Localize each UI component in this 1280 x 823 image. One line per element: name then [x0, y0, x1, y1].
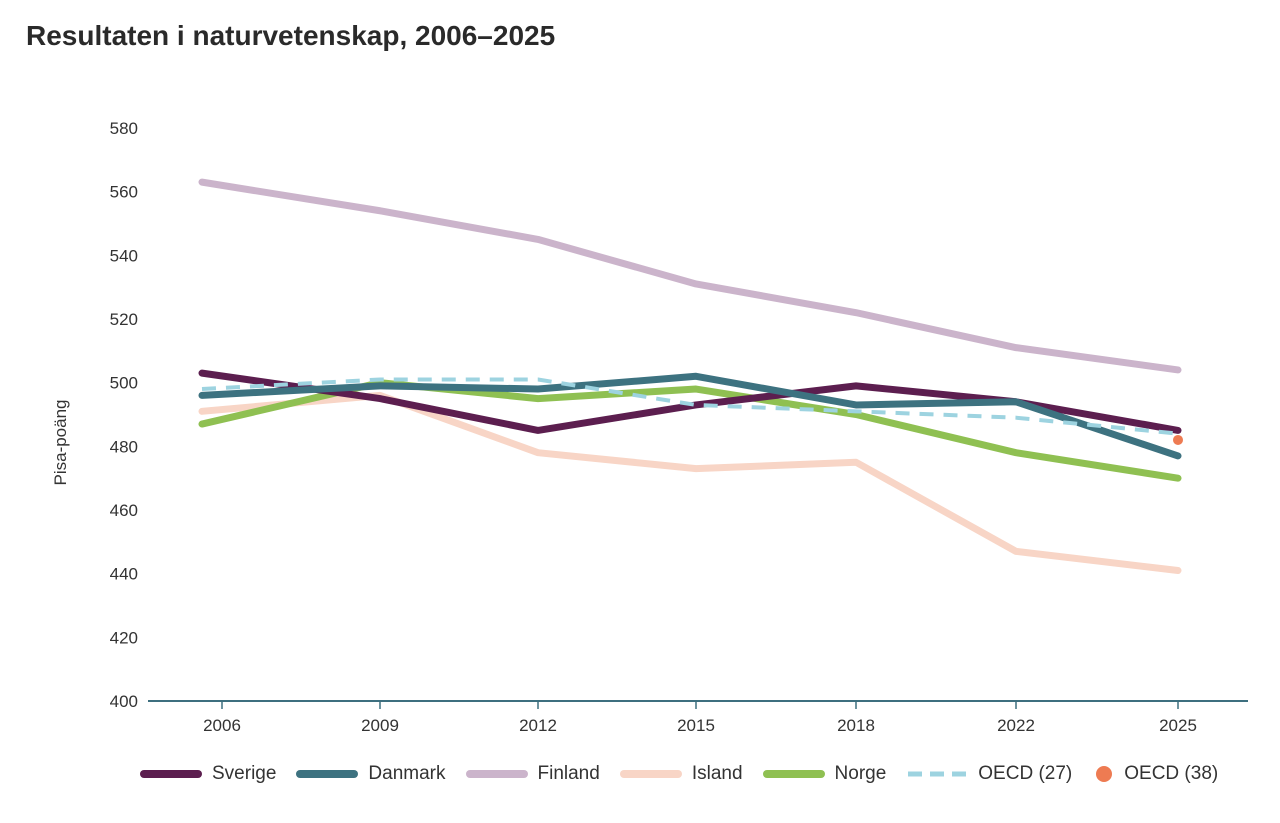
- y-axis-title: Pisa-poäng: [51, 399, 70, 485]
- legend: Sverige Danmark Finland Island Norge OECD (27…: [140, 760, 1238, 788]
- y-tick-label: 520: [110, 310, 138, 329]
- legend-label: Norge: [834, 763, 887, 784]
- y-tick-label: 480: [110, 437, 138, 456]
- series-line-danmark: [198, 372, 1182, 460]
- legend-swatch: [762, 760, 835, 788]
- legend-item-oecd-27: OECD (27): [906, 760, 1072, 788]
- legend-label: Danmark: [368, 763, 446, 784]
- series-line-island: [198, 391, 1182, 574]
- series-line-finland: [198, 178, 1182, 374]
- legend-swatch: [296, 760, 368, 788]
- x-tick-label: 2025: [1159, 716, 1197, 735]
- y-tick-label: 580: [110, 119, 138, 138]
- legend-swatch: [140, 760, 212, 788]
- y-tick-label: 560: [110, 183, 138, 202]
- legend-item-finland: Finland: [465, 760, 600, 788]
- legend-label: Finland: [537, 763, 600, 784]
- y-tick-label: 440: [110, 565, 138, 584]
- legend-label: Island: [691, 763, 743, 784]
- legend-item-oecd-38: OECD (38): [1092, 760, 1218, 788]
- y-axis: 400 420 440 460 480 500 520 540 560 580 Pisa-poäng: [51, 119, 138, 711]
- legend-swatch: [465, 760, 538, 788]
- legend-label: OECD (27): [978, 763, 1073, 784]
- legend-item-norge: Norge: [762, 760, 887, 788]
- series-point-oecd-38: [1173, 434, 1183, 445]
- legend-label: OECD (38): [1124, 763, 1219, 784]
- y-tick-label: 500: [110, 374, 138, 393]
- x-tick-label: 2009: [361, 716, 399, 735]
- series-line-oecd-27: [201, 377, 1179, 436]
- y-tick-label: 540: [110, 246, 138, 265]
- legend-label: Sverige: [212, 763, 277, 784]
- series-layer: [198, 178, 1183, 574]
- legend-swatch: [906, 760, 978, 788]
- x-tick-label: 2006: [203, 716, 241, 735]
- y-tick-label: 460: [110, 501, 138, 520]
- chart-title: Resultaten i naturvetenskap, 2006–2025: [26, 20, 556, 51]
- legend-item-danmark: Danmark: [296, 760, 446, 788]
- x-tick-label: 2018: [837, 716, 875, 735]
- x-axis: 2006 2009 2012 2015 2018 2022 2025: [148, 700, 1248, 735]
- y-tick-label: 400: [110, 692, 138, 711]
- legend-item-island: Island: [619, 760, 743, 788]
- y-tick-label: 420: [110, 628, 138, 647]
- legend-item-sverige: Sverige: [140, 760, 276, 788]
- x-tick-label: 2015: [677, 716, 715, 735]
- legend-swatch: [619, 760, 692, 788]
- legend-swatch: [1092, 760, 1124, 788]
- x-tick-label: 2022: [997, 716, 1035, 735]
- x-tick-label: 2012: [519, 716, 557, 735]
